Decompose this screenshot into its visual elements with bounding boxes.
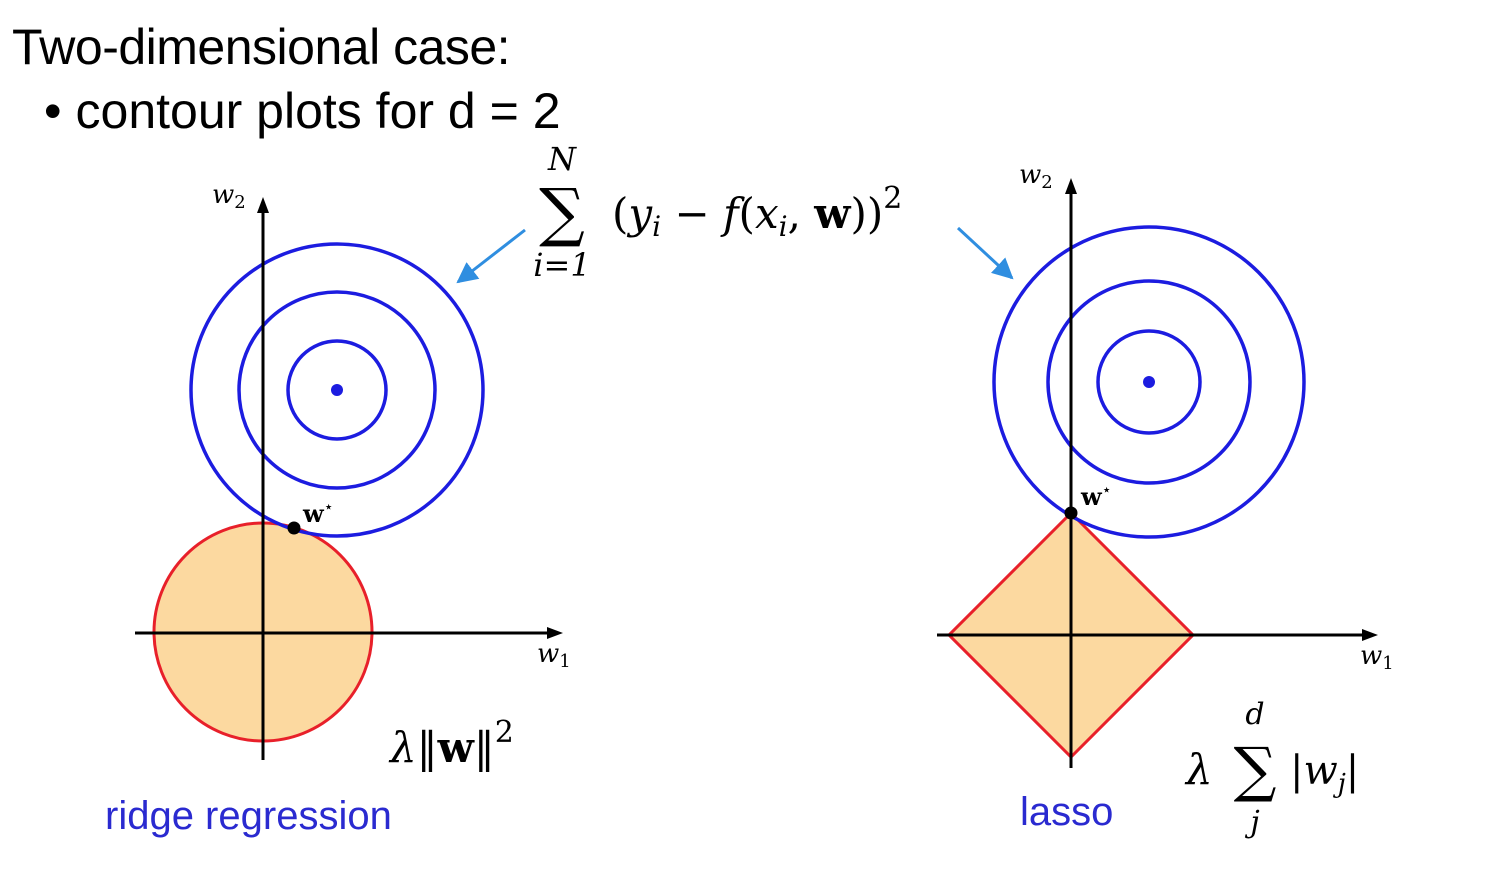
lasso-w2-subscript: 2 (1041, 172, 1052, 193)
bullet-symbol: • (44, 83, 62, 139)
lasso-contour-outer (992, 225, 1306, 539)
objective-y-subscript: i (652, 210, 661, 243)
ridge-w1-subscript: 1 (559, 651, 570, 672)
lasso-w1-var: w (1360, 641, 1382, 671)
ridge-optimum-point (287, 521, 301, 535)
ridge-w1-label: w1 (537, 639, 571, 672)
ridge-penalty-lambda: λ (388, 723, 417, 772)
objective-body: (yi − f(xi, w))2 (612, 181, 902, 243)
objective-args-close: )) (850, 189, 883, 238)
ridge-w2-subscript: 2 (234, 192, 245, 213)
ridge-w1-var: w (537, 639, 559, 669)
objective-y: y (626, 189, 653, 238)
ridge-contour-outer (189, 242, 485, 538)
ridge-optimum-w: w (302, 499, 325, 528)
ridge-penalty-formula: λ‖w‖2 (388, 715, 514, 772)
objective-x: x (755, 189, 779, 238)
ridge-w1-arrowhead (547, 627, 563, 639)
objective-x-subscript: i (779, 210, 788, 243)
lasso-unconstrained-minimum (1143, 376, 1155, 388)
lasso-sum-symbol: ∑ (1234, 735, 1277, 805)
ridge-contour-middle (237, 290, 437, 490)
bullet-text: contour plots for d = 2 (75, 83, 561, 139)
ridge-penalty-w: w (437, 723, 475, 772)
lasso-sum-upper-limit: d (1245, 697, 1264, 732)
lasso-optimum-w: w (1080, 482, 1103, 511)
objective-power: 2 (883, 181, 902, 216)
ridge-panel: w2 w1 w⋆ λ‖w‖2 (135, 180, 571, 772)
ridge-w2-label: w2 (212, 180, 246, 213)
lasso-w1-subscript: 1 (1382, 653, 1393, 674)
objective-w: w (813, 189, 851, 238)
ridge-penalty-power: 2 (495, 715, 514, 750)
lasso-contour-middle (1046, 279, 1252, 485)
lasso-w1-arrowhead (1362, 629, 1378, 641)
objective-arrow-right (956, 226, 1014, 280)
objective-paren-open: ( (612, 189, 628, 238)
lasso-abs-open: | (1290, 748, 1303, 794)
lasso-contour-inner (1096, 329, 1202, 435)
ridge-unconstrained-minimum (331, 384, 343, 396)
lasso-panel: w2 w1 w⋆ λ d ∑ j |wj| (937, 160, 1394, 840)
ridge-penalty-norm-close: ‖ (474, 723, 495, 772)
ridge-w2-arrowhead (257, 197, 269, 213)
lasso-penalty-lambda: λ (1184, 745, 1213, 794)
ridge-caption: ridge regression (105, 794, 392, 838)
objective-formula: N ∑ i=1 (yi − f(xi, w))2 (533, 140, 902, 284)
lasso-penalty-w: w (1303, 748, 1337, 794)
objective-comma: , (788, 189, 815, 238)
lasso-sum-lower-limit: j (1244, 805, 1259, 840)
lasso-w2-var: w (1019, 160, 1041, 190)
lasso-penalty-body: |wj| (1290, 748, 1359, 799)
lasso-w1-label: w1 (1360, 641, 1394, 674)
lasso-abs-close: | (1346, 748, 1359, 794)
bullet-item: • contour plots for d = 2 (44, 82, 561, 140)
lasso-optimum-point (1064, 506, 1078, 520)
sum-symbol: ∑ (539, 176, 585, 250)
lasso-penalty-formula: λ d ∑ j |wj| (1184, 697, 1359, 840)
lasso-w2-label: w2 (1019, 160, 1053, 193)
ridge-optimum-label: w⋆ (302, 497, 334, 528)
lasso-w2-arrowhead (1065, 178, 1077, 194)
objective-args-open: ( (739, 189, 755, 238)
ridge-w2-var: w (212, 180, 234, 210)
lasso-optimum-star: ⋆ (1102, 480, 1112, 499)
ridge-optimum-star: ⋆ (324, 497, 334, 516)
lasso-caption: lasso (1020, 790, 1114, 834)
sum-upper-limit: N (547, 140, 577, 178)
objective-minus: − (661, 189, 723, 238)
lasso-optimum-label: w⋆ (1080, 480, 1112, 511)
slide-heading: Two-dimensional case: (12, 19, 511, 75)
sum-lower-limit: i=1 (533, 246, 590, 284)
objective-arrow-left (456, 228, 526, 284)
ridge-penalty-norm-open: ‖ (417, 723, 438, 772)
ridge-contour-inner (286, 339, 388, 441)
